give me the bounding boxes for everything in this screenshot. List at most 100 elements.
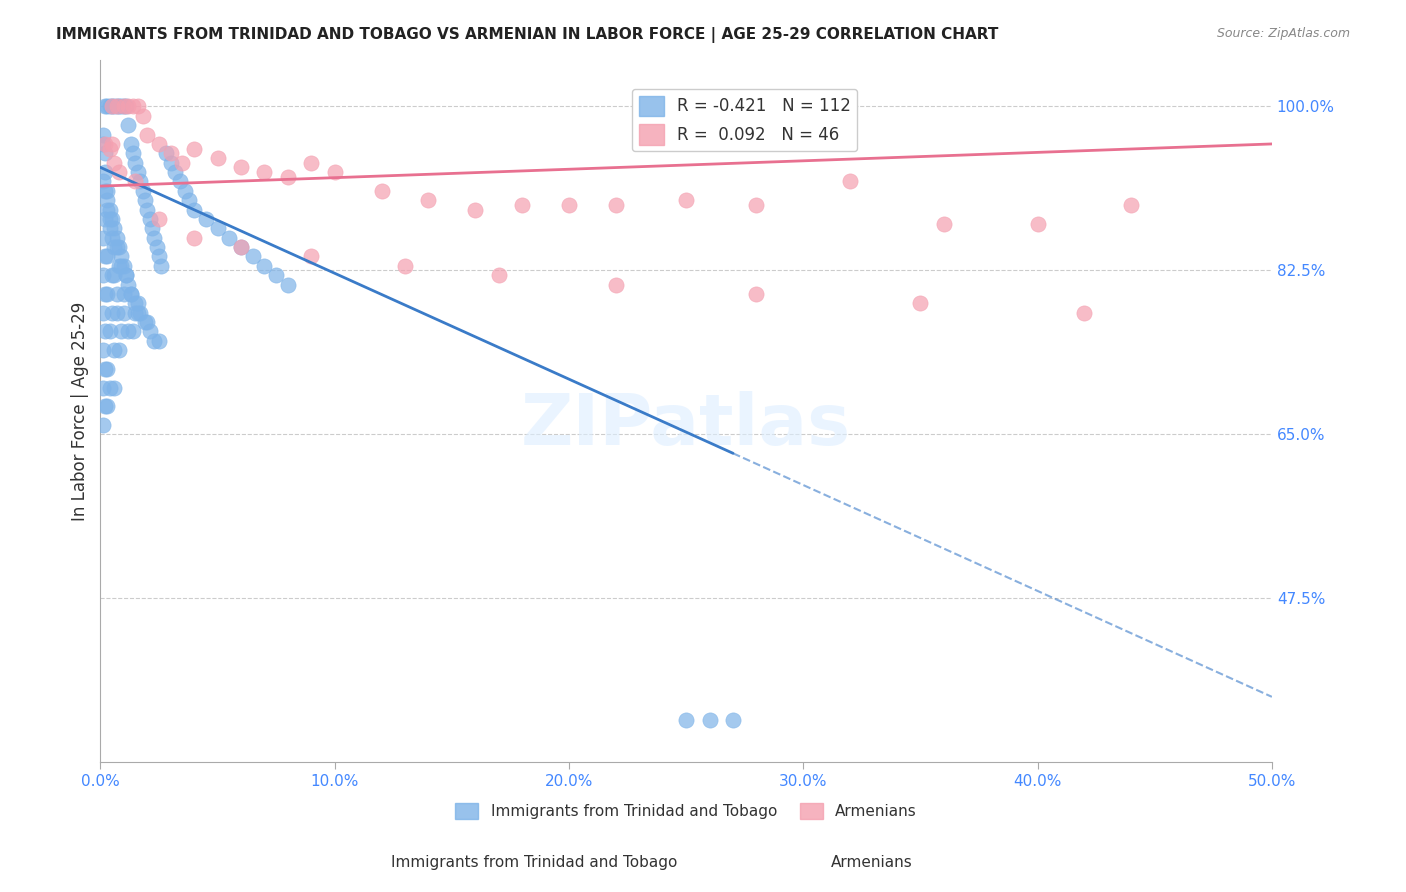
Point (277, 169, 299, 184)
Point (96, 99, 118, 113)
Point (134, 193, 156, 207)
Point (138, 211, 160, 226)
Point (103, 268, 125, 282)
Point (101, 230, 124, 244)
Point (165, 165, 187, 179)
Point (145, 240, 167, 254)
Point (143, 334, 166, 348)
Point (117, 324, 139, 338)
Point (96, 249, 118, 263)
Point (218, 230, 240, 244)
Point (94, 324, 117, 338)
Point (120, 136, 142, 151)
Point (172, 155, 194, 169)
Point (94, 136, 117, 151)
Point (136, 202, 159, 217)
Point (148, 334, 170, 348)
Point (148, 211, 170, 226)
Point (91, 343, 114, 357)
Point (127, 296, 149, 310)
Point (229, 240, 252, 254)
Text: Source: ZipAtlas.com: Source: ZipAtlas.com (1216, 27, 1350, 40)
Text: Immigrants from Trinidad and Tobago: Immigrants from Trinidad and Tobago (391, 855, 678, 870)
Text: ZIPatlas: ZIPatlas (522, 391, 851, 459)
Point (117, 118, 139, 132)
Point (370, 184, 392, 198)
Point (159, 155, 181, 169)
Point (112, 259, 135, 273)
Point (675, 193, 697, 207)
Point (159, 146, 181, 161)
Point (183, 202, 205, 217)
Point (418, 193, 440, 207)
Point (148, 249, 170, 263)
Point (242, 249, 264, 263)
Point (183, 230, 205, 244)
Point (96, 286, 118, 301)
Point (103, 221, 125, 235)
Point (558, 198, 581, 212)
Point (110, 324, 132, 338)
Point (101, 99, 124, 113)
Point (94, 400, 117, 414)
Point (141, 221, 163, 235)
Point (464, 202, 486, 217)
Point (94, 211, 117, 226)
Point (110, 99, 132, 113)
Point (94, 362, 117, 376)
Point (129, 174, 152, 188)
Point (605, 277, 627, 292)
Point (148, 136, 170, 151)
Point (98, 202, 121, 217)
Point (277, 277, 299, 292)
Point (605, 198, 627, 212)
Point (1073, 305, 1095, 319)
Point (98, 142, 121, 156)
Point (155, 146, 177, 161)
Point (131, 109, 153, 123)
Point (91, 136, 114, 151)
Point (94, 99, 117, 113)
Point (264, 268, 287, 282)
Point (98, 211, 121, 226)
Point (127, 165, 149, 179)
Point (115, 99, 138, 113)
Point (105, 99, 128, 113)
Point (131, 184, 153, 198)
Point (675, 713, 697, 727)
Point (103, 99, 125, 113)
Legend: Immigrants from Trinidad and Tobago, Armenians: Immigrants from Trinidad and Tobago, Arm… (450, 797, 922, 825)
Text: IMMIGRANTS FROM TRINIDAD AND TOBAGO VS ARMENIAN IN LABOR FORCE | AGE 25-29 CORRE: IMMIGRANTS FROM TRINIDAD AND TOBAGO VS A… (56, 27, 998, 43)
Point (98, 99, 121, 113)
Point (839, 174, 862, 188)
Point (96, 362, 118, 376)
Point (94, 146, 117, 161)
Point (124, 174, 146, 188)
Point (120, 286, 142, 301)
Point (122, 99, 145, 113)
Point (105, 230, 128, 244)
Point (98, 381, 121, 395)
Point (105, 240, 128, 254)
Point (108, 165, 131, 179)
Point (127, 99, 149, 113)
Point (105, 305, 128, 319)
Point (699, 713, 721, 727)
Point (94, 165, 117, 179)
Point (105, 286, 128, 301)
Point (101, 136, 124, 151)
Point (108, 343, 131, 357)
Point (91, 305, 114, 319)
Point (115, 268, 138, 282)
Point (91, 418, 114, 433)
Point (122, 324, 145, 338)
Point (129, 305, 152, 319)
Point (96, 184, 118, 198)
Point (136, 128, 159, 142)
Point (745, 198, 768, 212)
Y-axis label: In Labor Force | Age 25-29: In Labor Force | Age 25-29 (72, 301, 89, 521)
Point (124, 305, 146, 319)
Point (194, 211, 217, 226)
Point (103, 381, 125, 395)
Point (103, 155, 125, 169)
